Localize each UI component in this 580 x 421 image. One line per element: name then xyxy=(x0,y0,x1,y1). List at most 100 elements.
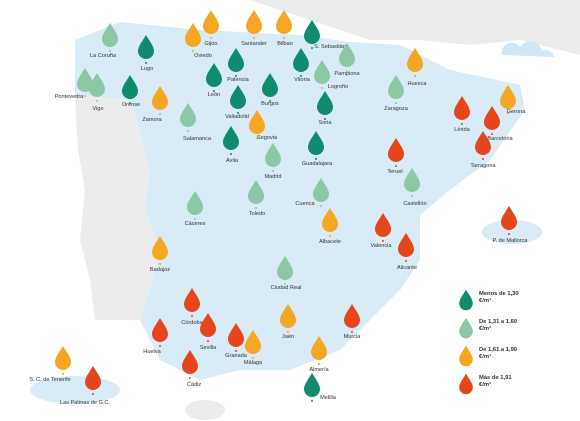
city-label: Soria xyxy=(318,120,332,126)
drop-marker xyxy=(246,10,262,34)
drop-marker xyxy=(102,23,118,47)
legend-drop xyxy=(459,373,473,395)
drop-marker xyxy=(276,10,292,34)
city-label: S. Sebastián xyxy=(314,44,346,50)
city-dot xyxy=(329,235,331,237)
city-label: Lugo xyxy=(141,66,153,72)
cloud xyxy=(501,41,554,57)
legend-drop xyxy=(459,317,473,339)
drop-marker xyxy=(206,63,222,87)
drop-marker xyxy=(500,85,516,109)
city-dot xyxy=(269,100,271,102)
drop-marker xyxy=(77,68,93,92)
city-dot xyxy=(210,37,212,39)
drop-marker xyxy=(223,126,239,150)
drop-marker xyxy=(85,366,101,390)
city-dot xyxy=(235,75,237,77)
drop-marker xyxy=(184,288,200,312)
city-label: Segovia xyxy=(257,135,278,141)
drop-marker xyxy=(152,86,168,110)
drop-marker xyxy=(375,213,391,237)
drop-marker xyxy=(311,336,327,360)
city-label: Palencia xyxy=(227,77,249,83)
city-dot xyxy=(192,50,194,52)
baleares xyxy=(482,220,542,244)
france xyxy=(250,0,580,55)
city-dot xyxy=(213,90,215,92)
drop-marker xyxy=(454,96,470,120)
drop-marker xyxy=(138,35,154,59)
city-dot xyxy=(508,233,510,235)
city-dot xyxy=(346,70,348,72)
city-label: Salamanca xyxy=(183,136,212,142)
city-label: Bilbao xyxy=(277,41,293,47)
city-label: Córdoba xyxy=(181,320,203,326)
drop-marker xyxy=(180,103,196,127)
drop-marker xyxy=(313,178,329,202)
city-dot xyxy=(320,205,322,207)
city-dot xyxy=(237,112,239,114)
city-dot xyxy=(382,240,384,242)
city-dot xyxy=(321,87,323,89)
city-label: S. C. de Tenerife xyxy=(29,377,71,383)
city-label: Vigo xyxy=(92,106,103,112)
city-dot xyxy=(395,165,397,167)
city-dot xyxy=(159,263,161,265)
city-dot xyxy=(187,130,189,132)
legend-label: De 1,31 a 1,60 €/m³ xyxy=(479,319,518,332)
city-label: Jaén xyxy=(282,334,294,340)
drop-marker xyxy=(398,233,414,257)
city-label: Oviedo xyxy=(194,53,212,59)
city-dot xyxy=(311,47,313,49)
drop-marker xyxy=(388,75,404,99)
drop-marker xyxy=(228,323,244,347)
drop-marker xyxy=(248,180,264,204)
city-dot xyxy=(405,260,407,262)
city-label: Ávila xyxy=(226,157,239,164)
city-label: Teruel xyxy=(387,169,402,175)
city-dot xyxy=(283,37,285,39)
city-dot xyxy=(159,113,161,115)
city-label: Guadalajara xyxy=(302,161,333,167)
city-label: Cuenca xyxy=(295,201,315,207)
drop-marker xyxy=(308,131,324,155)
city-dot xyxy=(300,75,302,77)
city-dot xyxy=(414,75,416,77)
city-dot xyxy=(145,62,147,64)
city-label: Granada xyxy=(225,353,248,359)
city-dot xyxy=(482,158,484,160)
drop-marker xyxy=(484,106,500,130)
drop-marker xyxy=(293,48,309,72)
city-dot xyxy=(191,315,193,317)
drop-marker xyxy=(245,330,261,354)
city-dot xyxy=(311,400,313,402)
city-dot xyxy=(252,357,254,359)
city-label: Pontevedra xyxy=(55,94,84,100)
city-dot xyxy=(315,158,317,160)
city-label: Melilla xyxy=(320,395,337,401)
city-label: Gijón xyxy=(204,41,217,47)
drop-marker xyxy=(277,256,293,280)
city-dot xyxy=(159,345,161,347)
city-label: Gerona xyxy=(507,109,527,115)
city-label: La Coruña xyxy=(90,53,117,59)
city-label: Castellón xyxy=(403,201,426,207)
city-label: Valladolid xyxy=(225,114,249,120)
drop-marker xyxy=(152,318,168,342)
city-dot xyxy=(507,112,509,114)
city-label: Barcelona xyxy=(487,136,513,142)
city-label: Albacete xyxy=(319,239,341,245)
city-label: Lérida xyxy=(454,127,470,133)
city-label: Huelva xyxy=(143,349,161,355)
city-label: Vitoria xyxy=(294,77,311,83)
drop-marker xyxy=(265,143,281,167)
city-dot xyxy=(461,123,463,125)
drop-marker xyxy=(200,313,216,337)
city-dot xyxy=(109,50,111,52)
city-dot xyxy=(62,373,64,375)
city-dot xyxy=(129,102,131,104)
city-dot xyxy=(351,331,353,333)
city-label: Pamplona xyxy=(334,71,360,77)
drop-marker xyxy=(230,85,246,109)
